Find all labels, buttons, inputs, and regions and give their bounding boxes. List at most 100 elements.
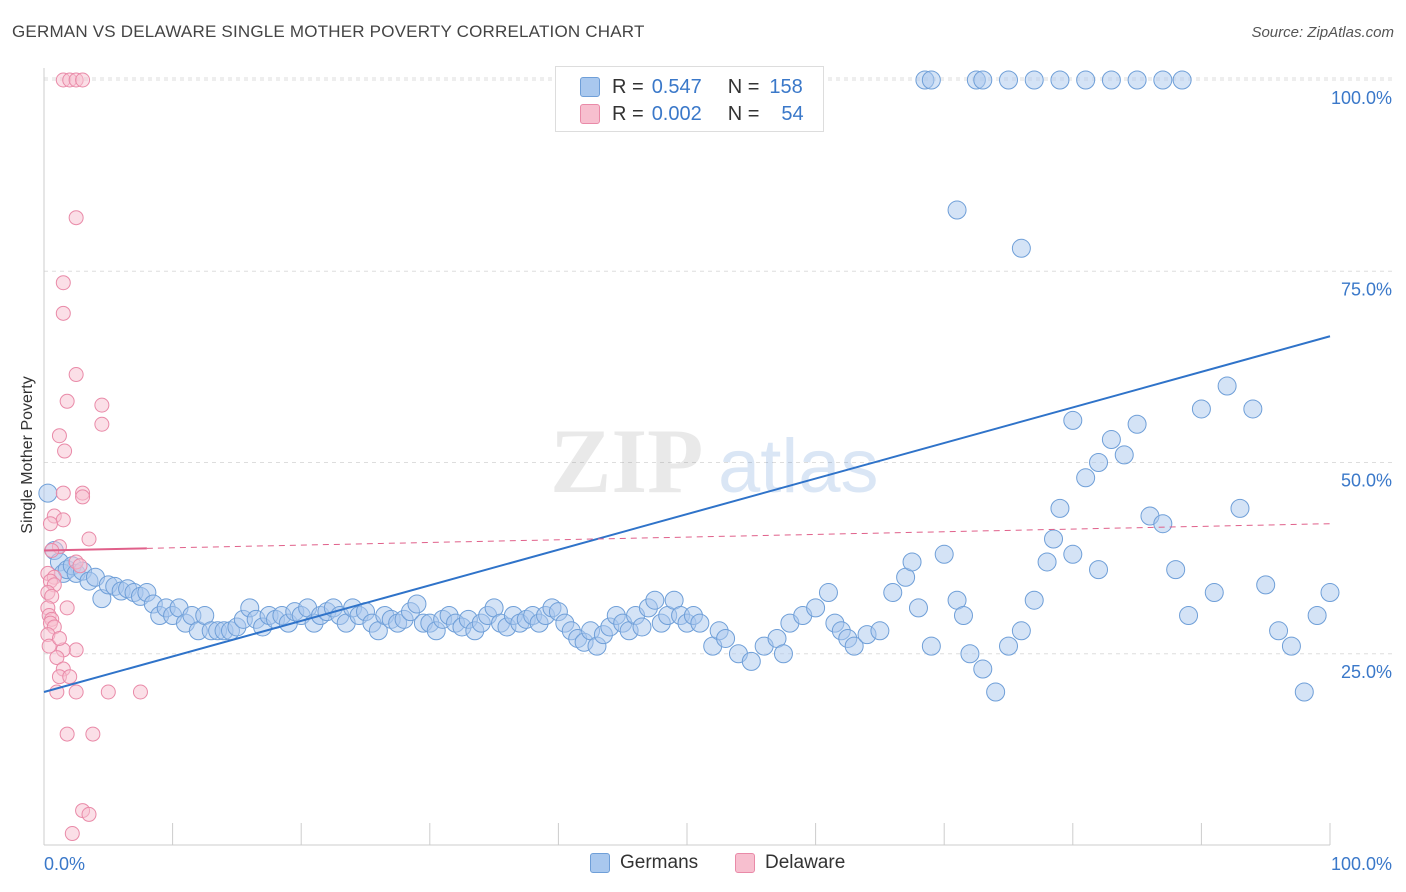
germans-point: [908, 598, 928, 618]
germans-point: [1307, 606, 1327, 625]
legend-r-label: R =: [612, 102, 644, 125]
germans-point: [38, 483, 58, 503]
germans-point: [407, 594, 427, 614]
germans-point: [883, 583, 903, 603]
delaware-point: [68, 210, 84, 226]
delaware-point: [81, 531, 97, 547]
germans-point: [999, 636, 1018, 656]
germans-point: [921, 636, 941, 656]
germans-point: [818, 583, 838, 603]
delaware-point: [85, 726, 101, 742]
delaware-point: [68, 642, 84, 658]
watermark: ZIP atlas: [550, 410, 879, 512]
germans-point: [1172, 70, 1192, 90]
legend-swatch-germans: [590, 853, 610, 873]
germans-point: [1101, 430, 1121, 450]
germans-point: [960, 644, 980, 664]
germans-point: [1243, 399, 1263, 419]
legend-r-label: R =: [612, 75, 644, 98]
germans-point: [1063, 544, 1083, 564]
axes: [43, 68, 1331, 846]
germans-point: [1127, 70, 1147, 90]
legend-label-germans: Germans: [620, 852, 699, 873]
legend-label-delaware: Delaware: [765, 852, 846, 873]
legend-n-value: 158: [769, 75, 803, 98]
germans-point: [1166, 560, 1186, 580]
germans-point: [1024, 590, 1044, 610]
germans-point: [999, 70, 1018, 90]
tick-labels: 25.0% 50.0% 75.0% 100.0% 0.0% 100.0%: [44, 88, 1392, 874]
delaware-trend-line: [43, 547, 147, 552]
legend-row-delaware: R = 0.002 N = 54: [580, 102, 804, 126]
delaware-point: [75, 72, 91, 88]
germans-point: [645, 590, 665, 610]
chart-source: Source: ZipAtlas.com: [1251, 24, 1394, 41]
germans-point: [1011, 238, 1031, 258]
germans-point: [1089, 453, 1109, 472]
germans-point: [1044, 529, 1064, 549]
delaware-point: [94, 416, 110, 432]
germans-point: [806, 598, 826, 618]
grid-lines: [44, 77, 1392, 655]
germans-trend-line: [43, 335, 1331, 693]
germans-point: [870, 621, 890, 641]
germans-point: [844, 636, 864, 656]
germans-point: [1191, 399, 1211, 419]
germans-point: [1063, 410, 1083, 430]
legend-n-label: N =: [727, 102, 760, 125]
germans-point: [953, 606, 973, 625]
germans-point: [973, 70, 993, 90]
germans-point: [1011, 621, 1031, 641]
delaware-point: [62, 669, 78, 685]
germans-point: [1114, 445, 1134, 465]
delaware-point: [72, 558, 88, 574]
delaware-point: [68, 367, 84, 383]
germans-point: [1037, 552, 1057, 572]
delaware-point: [42, 516, 58, 532]
delaware-point: [81, 806, 97, 822]
legend-item-germans[interactable]: Germans: [590, 852, 698, 874]
germans-point: [1217, 376, 1237, 396]
legend-n-label: N =: [727, 75, 760, 98]
y-tick-label: 75.0%: [1341, 279, 1392, 299]
y-tick-label: 25.0%: [1341, 662, 1392, 682]
germans-point: [921, 70, 941, 90]
legend-n-value: 54: [781, 102, 804, 125]
germans-point: [1153, 514, 1173, 534]
delaware-point: [132, 684, 148, 700]
germans-point: [1281, 636, 1301, 656]
delaware-point: [51, 428, 67, 444]
germans-point: [1050, 498, 1070, 518]
delaware-point: [49, 650, 65, 666]
delaware-point: [55, 512, 71, 528]
legend-r-value: 0.547: [651, 75, 702, 98]
germans-point: [690, 613, 710, 633]
delaware-points: [40, 72, 148, 842]
legend-item-delaware[interactable]: Delaware: [735, 852, 845, 874]
germans-point: [986, 682, 1006, 702]
delaware-point: [51, 630, 67, 646]
germans-point: [716, 628, 736, 648]
germans-point: [1101, 70, 1121, 90]
germans-points: [38, 70, 1340, 702]
delaware-point: [68, 684, 84, 700]
delaware-point: [59, 600, 75, 616]
legend-swatch-delaware: [580, 104, 600, 124]
delaware-point: [55, 485, 71, 501]
germans-point: [1024, 70, 1044, 90]
delaware-point: [57, 443, 73, 459]
y-tick-label: 50.0%: [1341, 471, 1392, 491]
germans-point: [1076, 70, 1096, 90]
delaware-trend-line-dashed: [146, 523, 1331, 549]
germans-point: [1153, 70, 1173, 90]
germans-point: [1089, 560, 1109, 580]
delaware-point: [55, 305, 71, 321]
x-tick-label: 0.0%: [44, 854, 85, 874]
trend-lines: [43, 335, 1331, 693]
germans-point: [773, 644, 793, 664]
legend-row-germans: R = 0.547 N = 158: [580, 75, 803, 99]
delaware-point: [59, 393, 75, 409]
legend-swatch-delaware: [735, 853, 755, 873]
y-tick-label: 100.0%: [1331, 88, 1392, 108]
